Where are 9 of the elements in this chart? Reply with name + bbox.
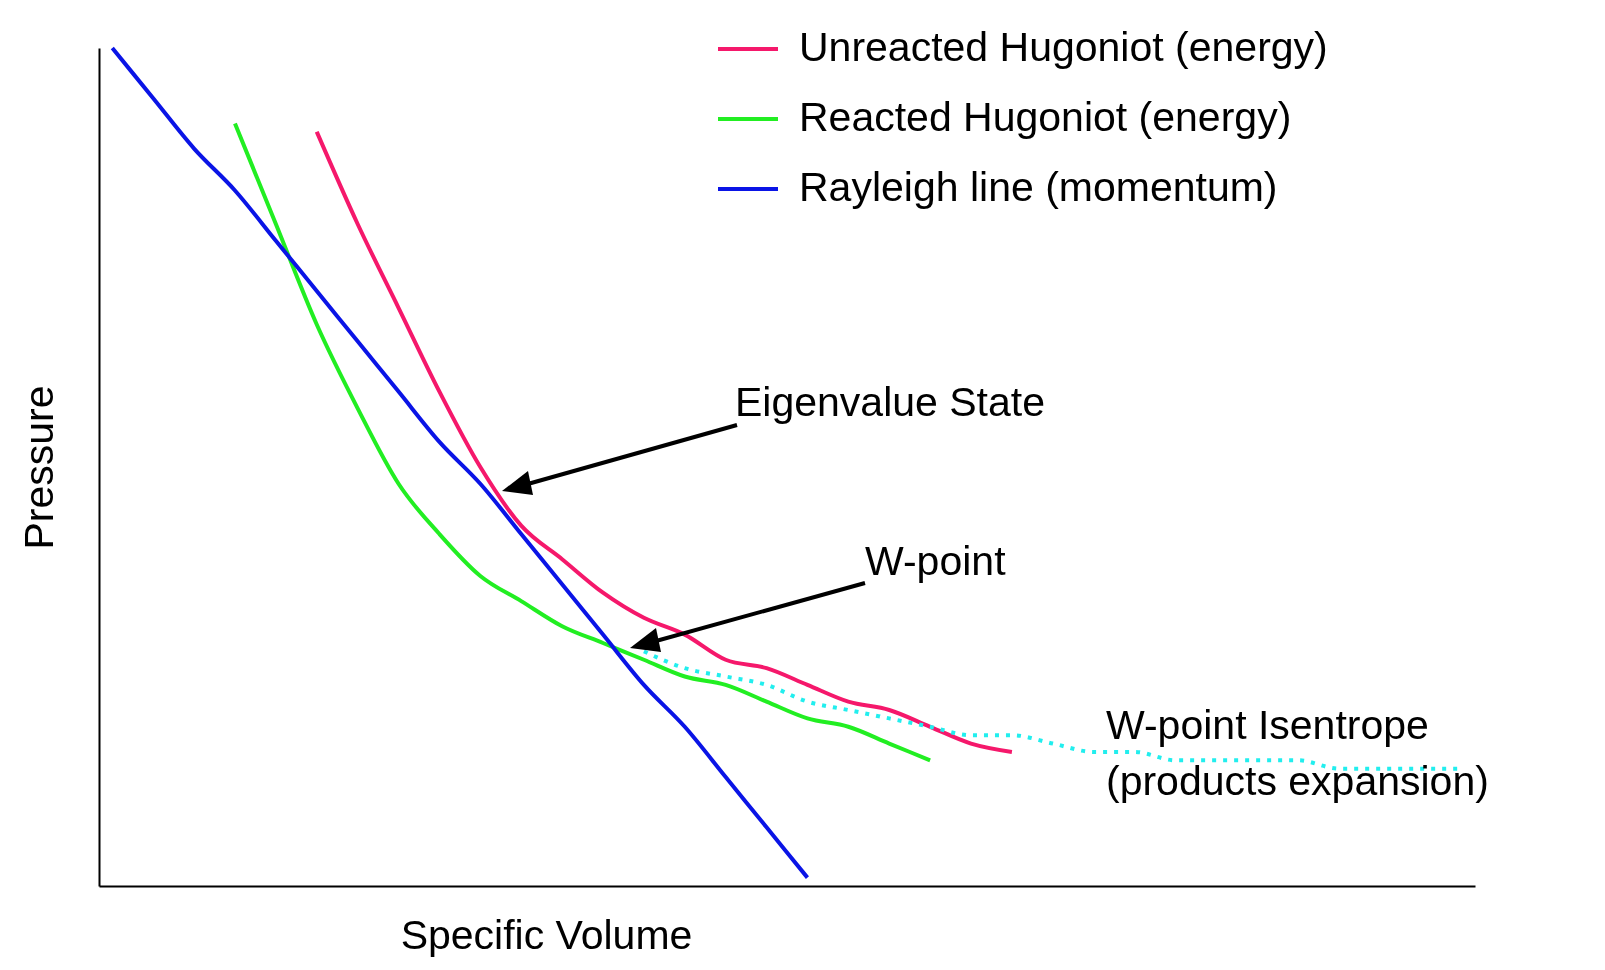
legend-label: Rayleigh line (momentum) [799,164,1278,210]
annotation: W-point [865,538,1007,584]
annotation: (products expansion) [1106,758,1489,804]
y-axis-title: Pressure [15,385,62,550]
legend-label: Reacted Hugoniot (energy) [799,94,1292,140]
legend-label: Unreacted Hugoniot (energy) [799,24,1328,70]
x-axis-title: Specific Volume [400,911,693,958]
annotation: W-point Isentrope [1106,702,1429,748]
annotation: Eigenvalue State [735,379,1046,425]
